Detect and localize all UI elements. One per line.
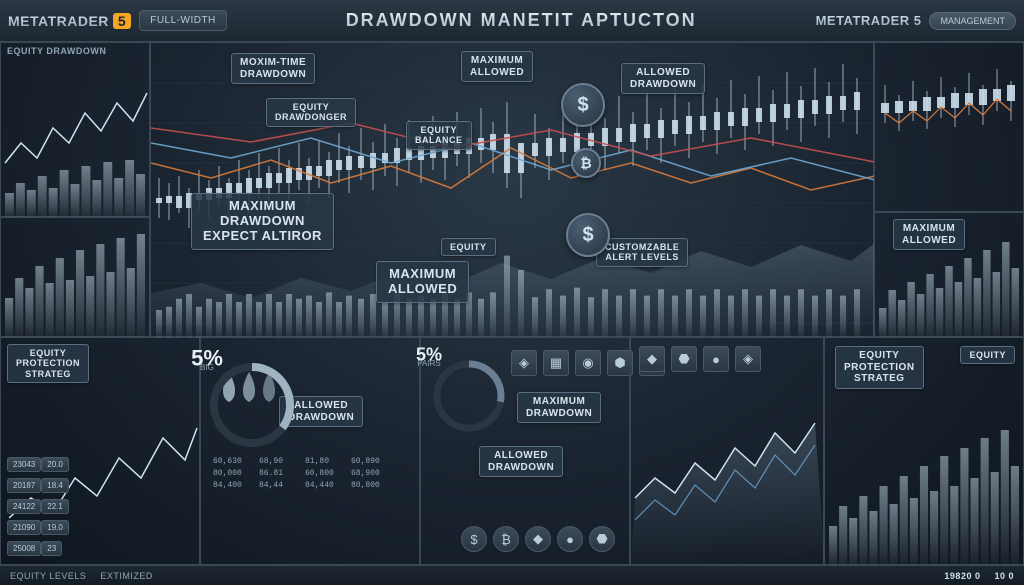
- tag-max-allowed-mid: MAXIMUMALLOWED: [376, 261, 469, 303]
- tag-max-allowed-top: MAXIMUMALLOWED: [461, 51, 533, 82]
- main-chart[interactable]: MOXIM-TIMEDRAWDOWN EQUITYDRAWDONGER MAXI…: [150, 42, 874, 337]
- app-header: METATRADER 5 FULL-WIDTH DRAWDOWN MANETIT…: [0, 0, 1024, 42]
- tag-equity-right: EQUITY: [960, 346, 1015, 364]
- panel-area-chart: ◆⬣●◈: [630, 337, 824, 565]
- tag-max-allowed-right: MAXIMUMALLOWED: [893, 219, 965, 250]
- tag-equity: EQUITY: [441, 238, 496, 256]
- gauge-1-sub: BIG: [200, 363, 214, 372]
- footer-val-1: 19820 0: [944, 571, 980, 581]
- coin-row: $₿◆●⬣: [461, 526, 615, 552]
- bitcoin-icon: ₿: [571, 148, 601, 178]
- tag-equity-balance: EQUITYBALANCE: [406, 121, 472, 150]
- footer-extimized: EXTIMIZED: [100, 571, 153, 581]
- tag-alert-levels: CUSTOMZABLEALERT LEVELS: [596, 238, 688, 267]
- tag-moxim-time: MOXIM-TIMEDRAWDOWN: [231, 53, 315, 84]
- tag-max-dd-expect: MAXIMUMDRAWDOWNEXPECT ALTIROR: [191, 193, 334, 250]
- dollar-icon: $: [561, 83, 605, 127]
- panel-bars-right-mid: MAXIMUMALLOWED: [874, 212, 1024, 337]
- gauge-2-sub: PAIRS: [417, 359, 440, 368]
- panel-candle-right-top: [874, 42, 1024, 212]
- panel-equity-protection-left: EQUITYPROTECTIONSTRATEG 2304320.02018718…: [0, 337, 200, 565]
- icon-row-top: ◆⬣●◈: [639, 346, 761, 372]
- tag-allowed-dd-top: ALLOWEDDRAWDOWN: [621, 63, 705, 94]
- panel-maximum-drawdown: MAXIMUMDRAWDOWN ◈▦◉⬢▤ 5% PAIRS ALLOWEDDR…: [420, 337, 630, 565]
- panel-equity-top-left: EQUITY DRAWDOWN: [0, 42, 150, 217]
- tag-eq-prot-right: EQUITYPROTECTIONSTRATEG: [835, 346, 924, 389]
- logo-text: METATRADER: [8, 13, 109, 29]
- footer-val-2: 10 0: [994, 571, 1014, 581]
- logo-right: METATRADER 5: [816, 13, 922, 28]
- panel-bars-left-mid: [0, 217, 150, 337]
- tag-max-dd-bot: MAXIMUMDRAWDOWN: [517, 392, 601, 423]
- dollar-icon-2: $: [566, 213, 610, 257]
- panel-allowed-drawdown: ALLOWEDDRAWDOWN 5% BIG 60,63068,9081,806…: [200, 337, 420, 565]
- status-bar: EQUITY LEVELS EXTIMIZED 19820 0 10 0: [0, 565, 1024, 585]
- logo-number: 5: [113, 13, 131, 29]
- panel-equity-right: EQUITYPROTECTIONSTRATEG EQUITY: [824, 337, 1024, 565]
- tag-allowed-dd-bot2: ALLOWEDDRAWDOWN: [479, 446, 563, 477]
- tag-equity-drawdown: EQUITYDRAWDONGER: [266, 98, 356, 127]
- panel-title: EQUITY DRAWDOWN: [7, 46, 106, 56]
- fullwidth-button[interactable]: FULL-WIDTH: [139, 10, 227, 31]
- app-title: DRAWDOWN MANETIT APTUCTON: [235, 10, 808, 31]
- header-pill: MANAGEMENT: [929, 12, 1016, 30]
- number-grid: 60,63068,9081,8060,89080,00086.8160,8006…: [213, 456, 397, 492]
- footer-equity-levels: EQUITY LEVELS: [10, 571, 86, 581]
- stat-list: 2304320.02018718.42412222.12109019.02500…: [7, 454, 69, 556]
- tag-eq-prot-left: EQUITYPROTECTIONSTRATEG: [7, 344, 89, 383]
- logo-left: METATRADER 5: [8, 13, 131, 29]
